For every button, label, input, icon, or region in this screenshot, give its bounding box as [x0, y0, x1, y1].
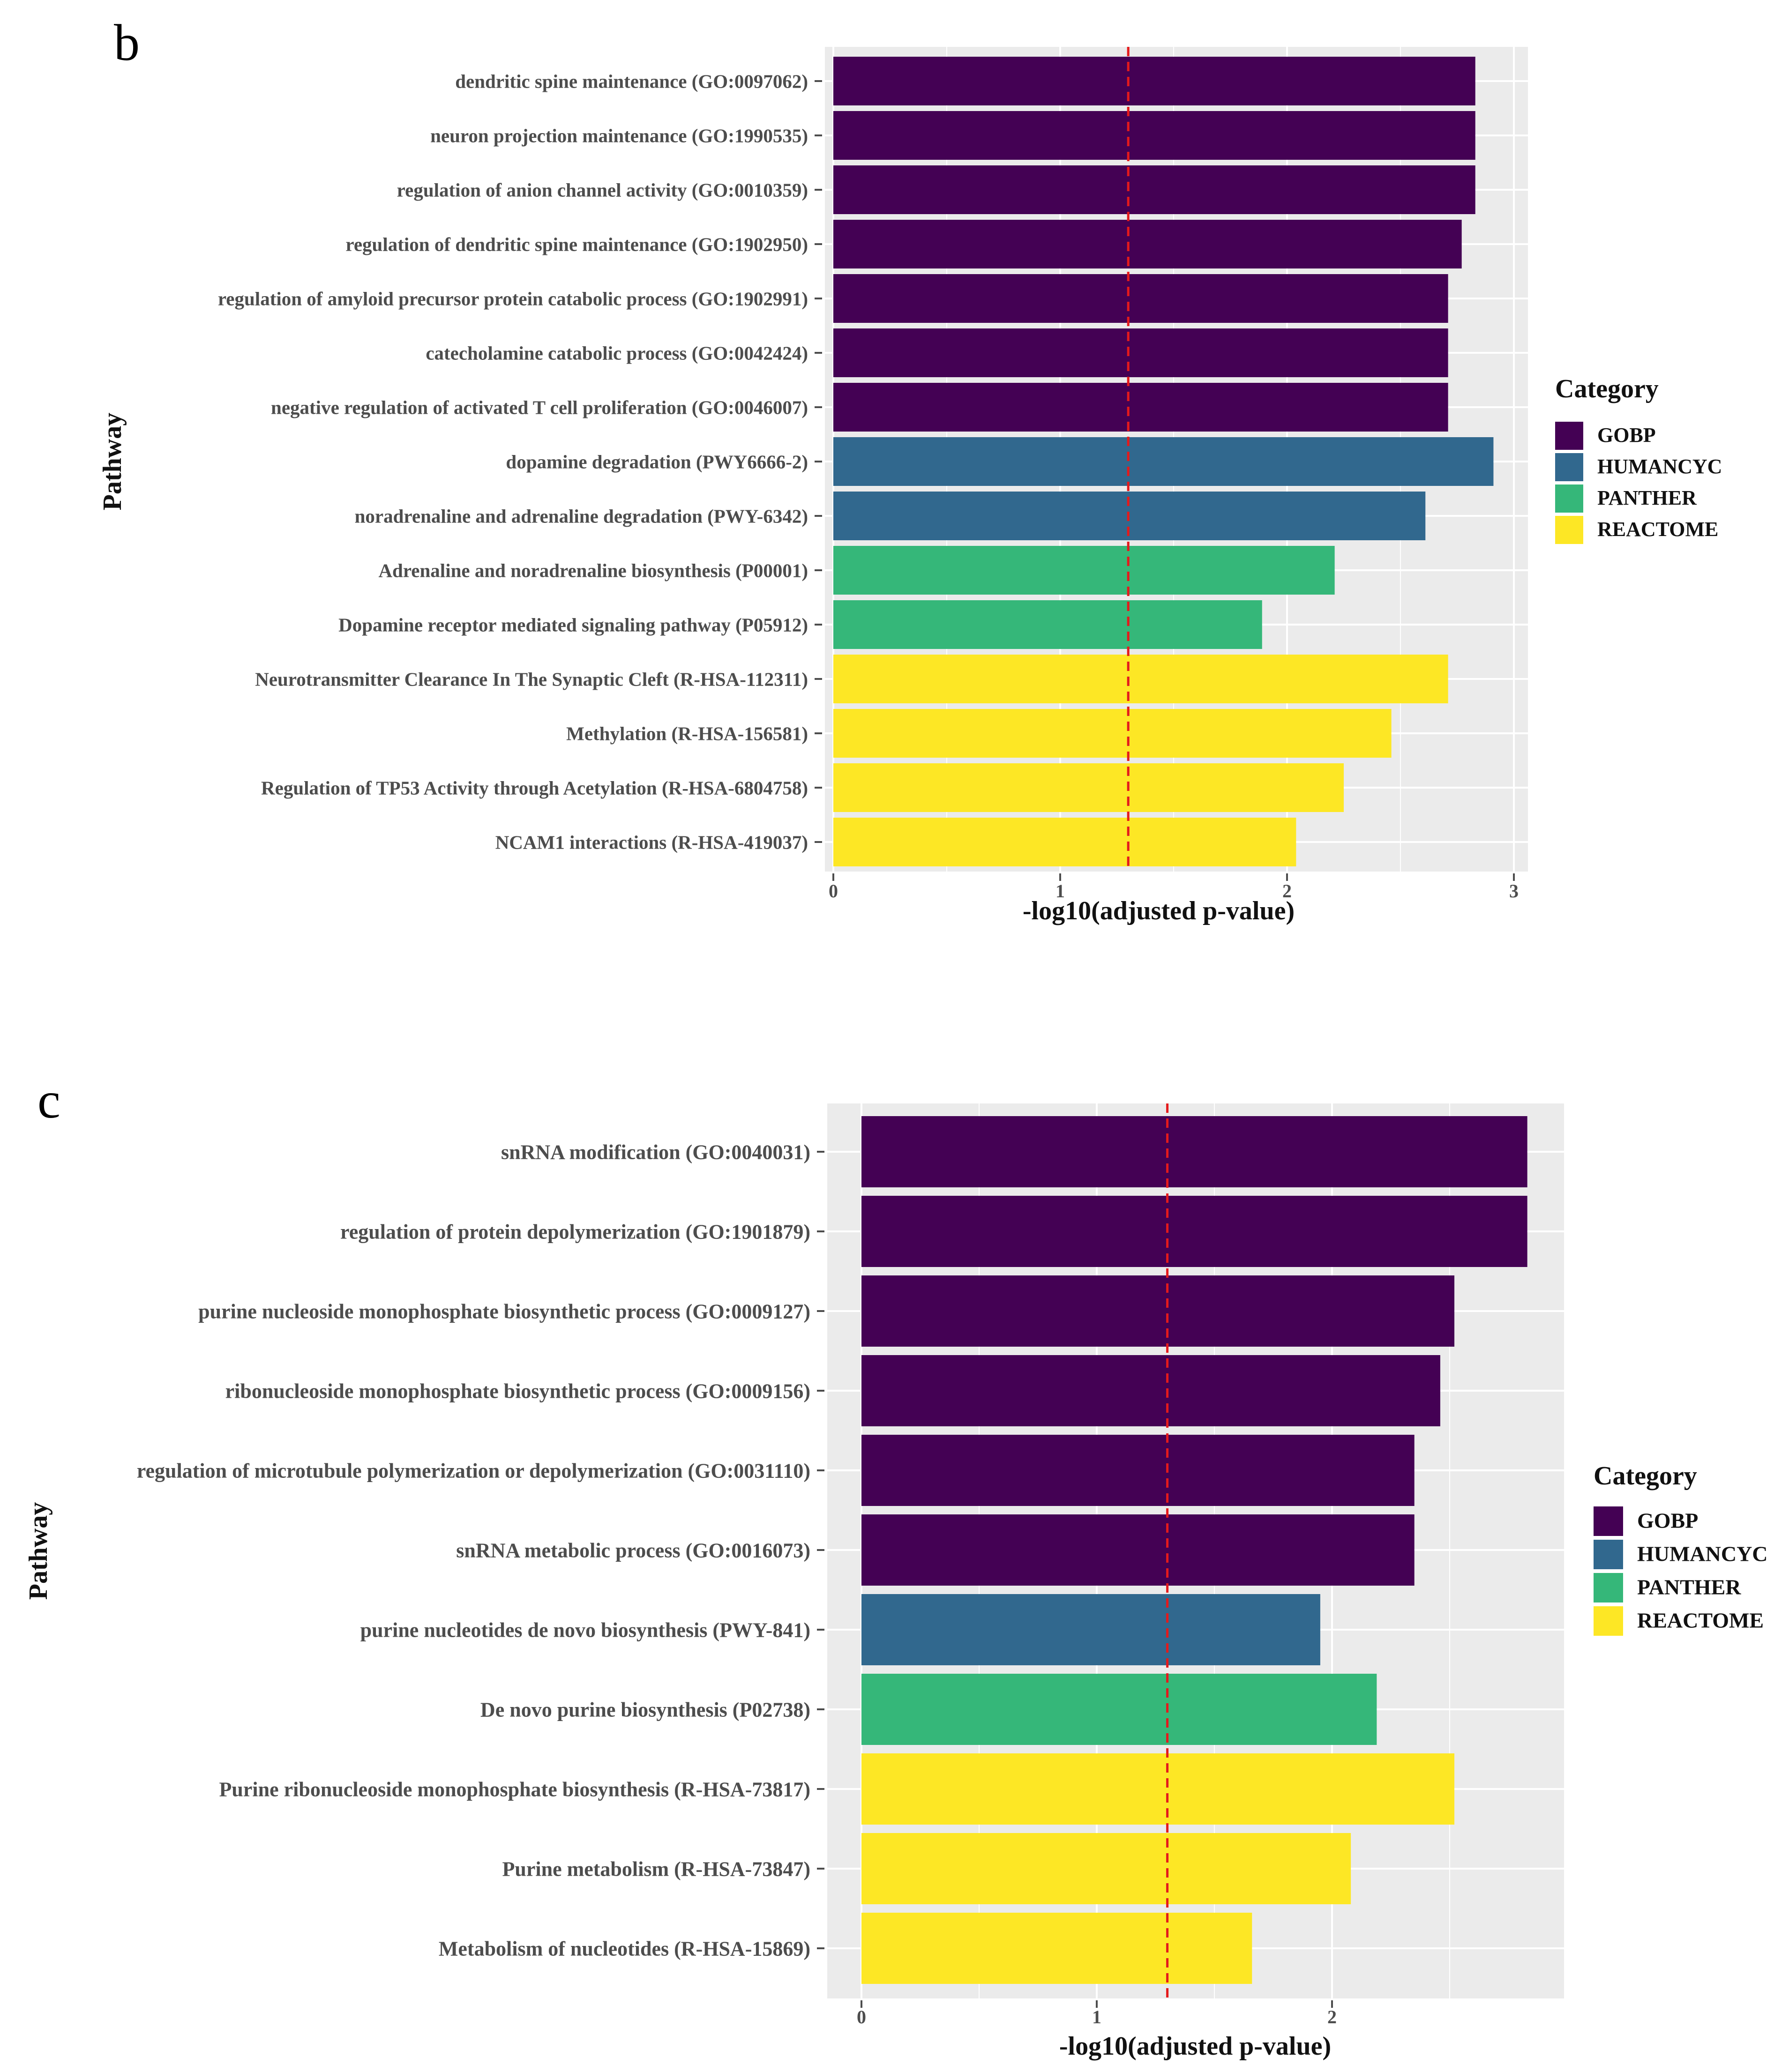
category-label: Metabolism of nucleotides (R-HSA-15869) [439, 1937, 810, 1960]
panel-c-x-ticks: 0 1 2 [857, 2000, 1337, 2027]
bar [861, 1833, 1351, 1904]
bar [861, 1753, 1455, 1825]
bar [833, 57, 1475, 105]
category-label: regulation of protein depolymerization (… [340, 1220, 810, 1243]
category-label: purine nucleotides de novo biosynthesis … [360, 1618, 810, 1641]
legend-label: GOBP [1637, 1508, 1698, 1532]
category-label: snRNA modification (GO:0040031) [501, 1140, 810, 1163]
panel-c-x-axis-title: -log10(adjusted p-value) [1059, 2032, 1331, 2061]
legend-label: HUMANCYC [1597, 455, 1722, 478]
bar [833, 328, 1448, 377]
category-label: purine nucleoside monophosphate biosynth… [198, 1300, 810, 1323]
category-label: negative regulation of activated T cell … [271, 396, 808, 418]
category-label: Regulation of TP53 Activity through Acet… [261, 777, 808, 798]
bar [833, 763, 1344, 812]
bar [861, 1913, 1252, 1984]
bar [833, 111, 1475, 160]
legend-label: PANTHER [1597, 486, 1697, 509]
category-label: dendritic spine maintenance (GO:0097062) [455, 70, 808, 92]
bar [833, 655, 1448, 703]
bar [833, 546, 1335, 595]
bar [833, 600, 1262, 649]
panel-c-legend: Category GOBP HUMANCYC PANTHER REACTOME [1594, 1461, 1768, 1636]
category-label: De novo purine biosynthesis (P02738) [480, 1698, 810, 1721]
category-label: Purine metabolism (R-HSA-73847) [502, 1857, 811, 1880]
category-label: regulation of amyloid precursor protein … [218, 288, 808, 309]
bar [833, 274, 1448, 323]
panel-c-bars [861, 1116, 1527, 1984]
legend-swatch [1555, 453, 1583, 481]
x-tick-label: 1 [1055, 880, 1065, 902]
panel-c-letter: c [37, 1072, 60, 1129]
bar [861, 1674, 1377, 1745]
category-label: snRNA metabolic process (GO:0016073) [456, 1539, 810, 1562]
category-label: Neurotransmitter Clearance In The Synapt… [255, 668, 808, 690]
legend-label: GOBP [1597, 424, 1656, 447]
bar [861, 1275, 1455, 1347]
bar [833, 383, 1448, 432]
category-label: Purine ribonucleoside monophosphate bios… [219, 1778, 810, 1801]
panel-c-y-axis-title: Pathway [24, 1502, 53, 1600]
bar [861, 1196, 1527, 1267]
category-label: catecholamine catabolic process (GO:0042… [426, 342, 808, 364]
category-label: Dopamine receptor mediated signaling pat… [338, 614, 808, 635]
panel-b-letter: b [114, 14, 140, 71]
category-label: neuron projection maintenance (GO:199053… [430, 125, 808, 146]
panel-b-x-ticks: 0 1 2 3 [829, 873, 1519, 902]
category-label: regulation of anion channel activity (GO… [397, 179, 808, 201]
x-tick-label: 0 [857, 2006, 866, 2027]
panel-b-legend-title: Category [1555, 374, 1659, 403]
panel-c-legend-title: Category [1594, 1461, 1697, 1491]
bar [861, 1514, 1415, 1586]
legend-swatch [1555, 516, 1583, 544]
legend-label: HUMANCYC [1637, 1542, 1768, 1565]
x-tick-label: 0 [829, 880, 838, 902]
category-label: Adrenaline and noradrenaline biosynthesi… [378, 559, 808, 581]
bar [861, 1435, 1415, 1506]
panel-b-category-labels: dendritic spine maintenance (GO:0097062)… [218, 70, 822, 853]
legend-label: REACTOME [1637, 1608, 1764, 1632]
panel-b: b dendritic spine maintenance (GO:009706… [98, 14, 1722, 925]
bar [833, 818, 1296, 866]
x-tick-label: 3 [1509, 880, 1519, 902]
x-tick-label: 2 [1327, 2006, 1337, 2027]
bar [861, 1594, 1320, 1665]
panel-b-x-axis-title: -log10(adjusted p-value) [1023, 896, 1295, 925]
legend-swatch [1594, 1540, 1623, 1569]
bar [833, 165, 1475, 214]
legend-swatch [1594, 1573, 1623, 1602]
bar [833, 220, 1462, 268]
x-tick-label: 2 [1282, 880, 1292, 902]
panel-b-legend: Category GOBP HUMANCYC PANTHER REACTOME [1555, 374, 1722, 544]
panel-b-y-axis-title: Pathway [98, 413, 127, 510]
legend-swatch [1594, 1606, 1623, 1636]
bar [861, 1355, 1440, 1426]
legend-swatch [1594, 1506, 1623, 1536]
legend-swatch [1555, 422, 1583, 450]
bar [833, 437, 1494, 486]
bar [833, 709, 1392, 758]
legend-label: REACTOME [1597, 518, 1718, 541]
legend-label: PANTHER [1637, 1575, 1741, 1599]
category-label: ribonucleoside monophosphate biosyntheti… [225, 1379, 810, 1402]
category-label: dopamine degradation (PWY6666-2) [506, 451, 808, 472]
category-label: noradrenaline and adrenaline degradation… [355, 505, 808, 527]
panel-c-category-labels: snRNA modification (GO:0040031) regulatio… [137, 1140, 824, 1960]
category-label: Methylation (R-HSA-156581) [566, 723, 808, 744]
legend-swatch [1555, 484, 1583, 513]
category-label: regulation of microtubule polymerization… [137, 1459, 810, 1482]
x-tick-label: 1 [1092, 2006, 1101, 2027]
bar [861, 1116, 1527, 1187]
category-label: regulation of dendritic spine maintenanc… [345, 233, 808, 255]
category-label: NCAM1 interactions (R-HSA-419037) [495, 831, 808, 853]
panel-b-bars [833, 57, 1494, 866]
panel-c: c snRNA modification (GO:0040031) regulat… [24, 1072, 1768, 2061]
